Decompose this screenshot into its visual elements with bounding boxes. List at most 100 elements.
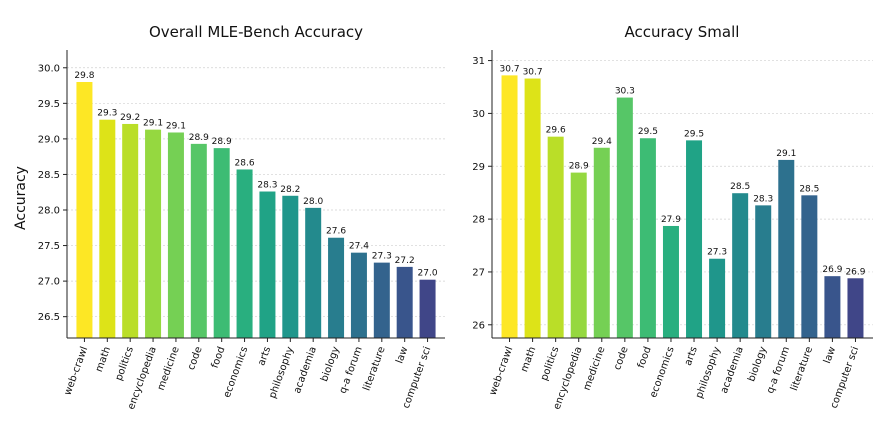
data-label: 27.4 bbox=[349, 242, 369, 252]
bar-code bbox=[190, 143, 207, 338]
bar-food bbox=[639, 138, 656, 338]
bar-academia bbox=[732, 193, 749, 338]
chart-title: Overall MLE-Bench Accuracy bbox=[149, 23, 363, 41]
x-tick-label: arts bbox=[256, 345, 273, 367]
data-label: 28.5 bbox=[799, 184, 819, 194]
y-tick-label: 31 bbox=[472, 56, 485, 67]
data-label: 29.3 bbox=[97, 109, 117, 119]
x-tick-label: arts bbox=[683, 345, 700, 367]
x-tick-label: politics bbox=[114, 345, 136, 382]
y-tick-label: 29.0 bbox=[38, 134, 60, 145]
data-label: 28.2 bbox=[280, 185, 300, 195]
bar-q-a-forum bbox=[778, 159, 795, 338]
x-tick-label: biology bbox=[319, 345, 342, 383]
x-tick-label: economics bbox=[222, 345, 251, 399]
y-tick-label: 30 bbox=[472, 109, 485, 120]
y-tick-label: 28.5 bbox=[38, 170, 60, 181]
data-label: 30.7 bbox=[523, 68, 543, 78]
bar-encyclopedia bbox=[145, 129, 162, 338]
x-tick-label: code bbox=[612, 345, 631, 371]
data-label: 27.9 bbox=[661, 215, 681, 225]
y-tick-label: 27.5 bbox=[38, 241, 60, 252]
bar-politics bbox=[122, 123, 139, 338]
data-label: 28.9 bbox=[189, 133, 209, 143]
data-label: 29.1 bbox=[166, 121, 186, 131]
bar-medicine bbox=[593, 147, 610, 338]
x-tick-label: biology bbox=[746, 345, 769, 383]
bar-math bbox=[524, 78, 541, 339]
x-tick-label: literature bbox=[789, 345, 815, 392]
bar-q-a-forum bbox=[350, 252, 367, 338]
x-tick-label: literature bbox=[362, 345, 388, 392]
y-tick-label: 28.0 bbox=[38, 206, 60, 217]
data-label: 27.3 bbox=[707, 248, 727, 258]
data-label: 26.9 bbox=[822, 265, 842, 275]
y-tick-label: 30.0 bbox=[38, 63, 60, 74]
x-tick-label: medicine bbox=[582, 345, 608, 392]
y-tick-label: 29.5 bbox=[38, 99, 60, 110]
data-label: 29.1 bbox=[143, 119, 163, 129]
x-tick-label: medicine bbox=[156, 345, 182, 392]
x-tick-label: law bbox=[394, 345, 410, 365]
y-tick-label: 29 bbox=[472, 162, 485, 173]
bar-math bbox=[99, 119, 116, 338]
x-tick-label: food bbox=[210, 345, 228, 370]
bar-philosophy bbox=[282, 195, 299, 338]
bar-arts bbox=[259, 191, 276, 338]
data-label: 27.2 bbox=[395, 256, 415, 266]
data-label: 28.0 bbox=[303, 197, 323, 207]
bar-arts bbox=[686, 140, 703, 338]
x-tick-label: law bbox=[822, 345, 838, 365]
data-label: 27.3 bbox=[372, 252, 392, 262]
bar-computer-sci bbox=[419, 279, 436, 338]
data-label: 29.5 bbox=[638, 127, 658, 137]
bar-literature bbox=[373, 262, 390, 338]
data-label: 26.9 bbox=[845, 267, 865, 277]
data-label: 29.1 bbox=[776, 149, 796, 159]
data-label: 29.2 bbox=[120, 113, 140, 123]
x-tick-label: academia bbox=[719, 345, 746, 395]
bar-law bbox=[396, 266, 413, 338]
x-tick-label: web-crawl bbox=[62, 345, 90, 397]
y-axis-label: Accuracy bbox=[13, 166, 29, 230]
y-tick-label: 28 bbox=[472, 215, 485, 226]
y-tick-label: 26.5 bbox=[38, 312, 60, 323]
x-tick-label: web-crawl bbox=[488, 345, 516, 397]
y-tick-label: 27 bbox=[472, 267, 485, 278]
data-label: 30.3 bbox=[615, 87, 635, 97]
bar-medicine bbox=[167, 132, 184, 338]
data-label: 27.6 bbox=[326, 227, 346, 237]
x-tick-label: economics bbox=[648, 345, 677, 399]
data-label: 28.9 bbox=[212, 137, 232, 147]
x-tick-label: academia bbox=[292, 345, 319, 395]
bar-code bbox=[616, 97, 633, 338]
bar-encyclopedia bbox=[570, 172, 587, 338]
bar-law bbox=[824, 276, 841, 338]
data-label: 29.5 bbox=[684, 129, 704, 139]
chart-accuracy-small: Accuracy Small 26 27 28 29 30 31 30.7 web-crawl… bbox=[472, 23, 873, 411]
data-label: 29.6 bbox=[546, 126, 566, 136]
x-tick-label: math bbox=[94, 345, 113, 373]
bar-web-crawl bbox=[501, 75, 518, 338]
bar-politics bbox=[547, 136, 564, 338]
bar-economics bbox=[662, 225, 679, 338]
chart-overall-accuracy: Overall MLE-Bench Accuracy Accuracy 26.5… bbox=[13, 23, 445, 411]
bar-biology bbox=[755, 205, 772, 338]
bar-philosophy bbox=[709, 258, 726, 338]
bar-academia bbox=[305, 207, 322, 338]
data-label: 30.7 bbox=[500, 64, 520, 74]
bar-food bbox=[213, 148, 230, 338]
data-label: 29.8 bbox=[74, 71, 94, 81]
data-label: 29.4 bbox=[592, 137, 612, 147]
bar-biology bbox=[328, 237, 345, 338]
x-tick-label: food bbox=[636, 345, 654, 370]
bar-web-crawl bbox=[76, 82, 93, 338]
data-label: 27.0 bbox=[418, 269, 438, 279]
data-label: 28.6 bbox=[235, 158, 255, 168]
data-label: 28.3 bbox=[257, 181, 277, 191]
x-tick-label: math bbox=[519, 345, 538, 373]
x-tick-label: politics bbox=[539, 345, 561, 382]
x-tick-label: q-a forum bbox=[338, 345, 365, 395]
data-label: 28.3 bbox=[753, 194, 773, 204]
